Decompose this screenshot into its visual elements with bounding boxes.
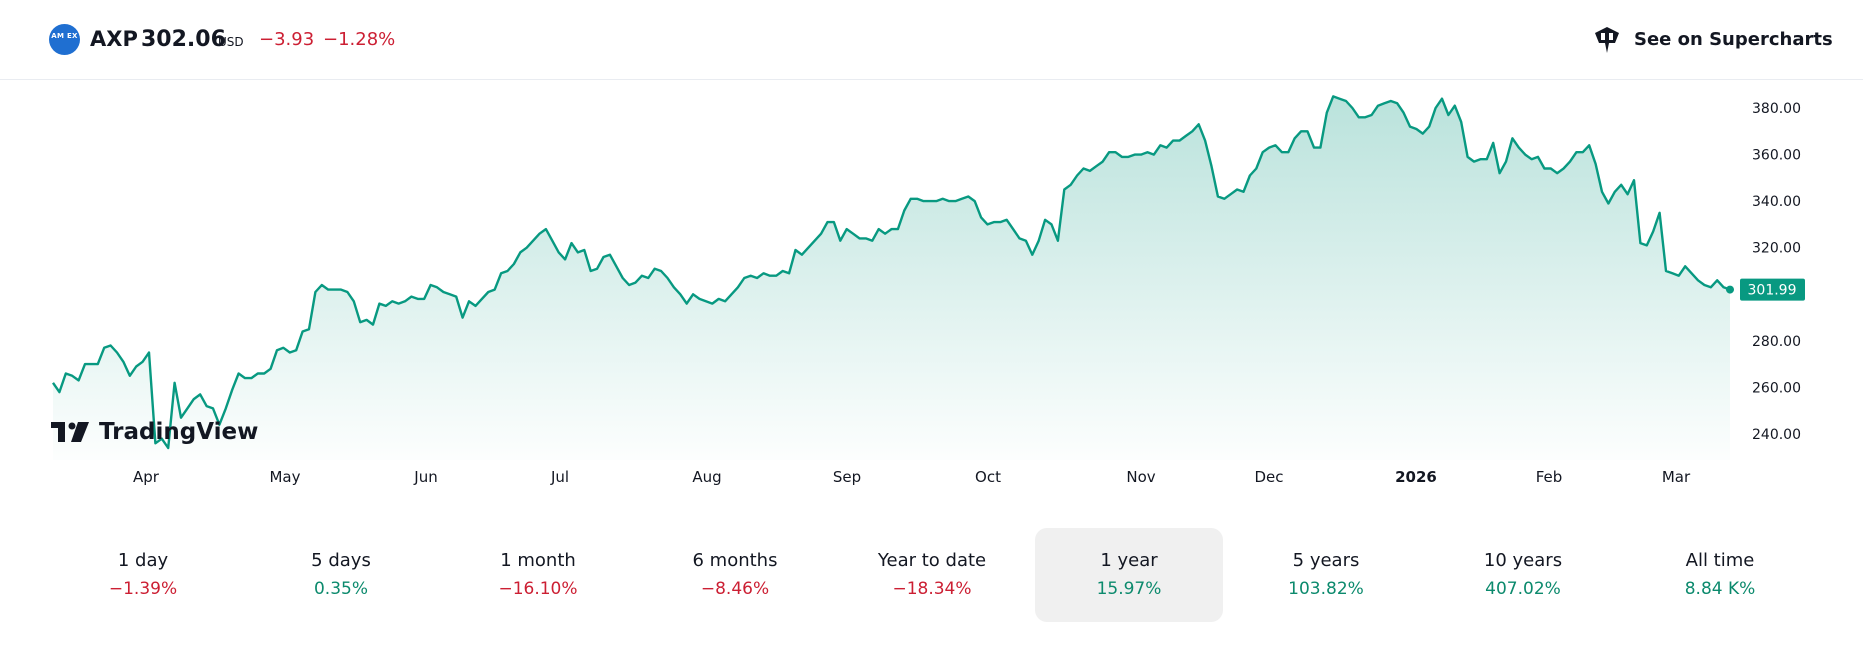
period-option[interactable]: 6 months −8.46%	[641, 528, 829, 622]
period-option[interactable]: 1 year 15.97%	[1035, 528, 1223, 622]
tradingview-wordmark: TradingView	[99, 419, 259, 445]
price-change-percent: −1.28%	[323, 29, 396, 50]
x-tick-label: Jul	[550, 468, 569, 486]
x-tick-label: Apr	[133, 468, 160, 486]
period-label: 6 months	[692, 550, 778, 571]
period-label: Year to date	[877, 550, 987, 571]
period-option[interactable]: 5 years 103.82%	[1232, 528, 1420, 622]
y-tick-label: 380.00	[1752, 101, 1801, 117]
period-change-value: −1.39%	[108, 579, 178, 599]
price-change: −3.93	[259, 29, 315, 50]
price-chart[interactable]: 380.00 360.00 340.00 320.00 280.00 260.00 240.…	[0, 80, 1863, 500]
last-price-badge-label: 301.99	[1748, 283, 1797, 299]
y-tick-label: 260.00	[1752, 380, 1801, 396]
period-label: 10 years	[1483, 550, 1563, 571]
period-label: 1 year	[1100, 550, 1158, 571]
period-option[interactable]: 5 days 0.35%	[247, 528, 435, 622]
quote-header: AM EX AXP 302.06 USD −3.93 −1.28% See on…	[0, 0, 1863, 80]
period-change-value: −8.46%	[700, 579, 770, 599]
period-option[interactable]: All time 8.84 K%	[1626, 528, 1814, 622]
x-tick-label: 2026	[1395, 468, 1437, 486]
period-change-value: 103.82%	[1288, 579, 1364, 599]
x-tick-label: Oct	[975, 468, 1001, 486]
period-selector: 1 day −1.39% 5 days 0.35% 1 month −16.10% 6 mo…	[0, 528, 1863, 622]
x-tick-label: Nov	[1126, 468, 1155, 486]
period-option[interactable]: 1 month −16.10%	[444, 528, 632, 622]
x-tick-label: May	[269, 468, 300, 486]
tradingview-crown-icon	[1595, 27, 1619, 53]
last-price-dot	[1726, 285, 1734, 294]
last-price: 302.06	[141, 27, 226, 52]
y-tick-label: 240.00	[1752, 427, 1801, 443]
period-change-value: 0.35%	[313, 579, 368, 599]
x-tick-label: Feb	[1536, 468, 1563, 486]
x-tick-label: Jun	[413, 468, 437, 486]
x-tick-label: Mar	[1662, 468, 1691, 486]
x-tick-label: Sep	[833, 468, 861, 486]
price-area-fill	[53, 96, 1730, 461]
supercharts-label: See on Supercharts	[1634, 29, 1833, 50]
period-label: 5 days	[311, 550, 371, 571]
x-tick-label: Dec	[1254, 468, 1283, 486]
period-option[interactable]: Year to date −18.34%	[838, 528, 1026, 622]
period-change-value: −16.10%	[498, 579, 578, 599]
period-label: 1 month	[500, 550, 576, 571]
currency-label: USD	[218, 35, 244, 49]
y-tick-label: 320.00	[1752, 241, 1801, 257]
price-line	[52, 95, 1731, 450]
see-on-supercharts-link[interactable]: See on Supercharts	[1592, 23, 1833, 57]
period-change-value: −18.34%	[892, 579, 972, 599]
period-change-value: 407.02%	[1485, 579, 1561, 599]
company-logo: AM EX	[49, 24, 80, 55]
period-change-value: 15.97%	[1096, 579, 1162, 599]
period-option[interactable]: 10 years 407.02%	[1429, 528, 1617, 622]
y-tick-label: 280.00	[1752, 334, 1801, 350]
period-label: 1 day	[117, 550, 169, 571]
period-label: All time	[1685, 550, 1755, 571]
period-option[interactable]: 1 day −1.39%	[49, 528, 237, 622]
last-price-badge	[1740, 278, 1805, 301]
period-change-value: 8.84 K%	[1684, 579, 1756, 599]
tradingview-logo-icon	[51, 422, 89, 442]
y-tick-label: 360.00	[1752, 148, 1801, 164]
x-tick-label: Aug	[692, 468, 721, 486]
ticker-symbol: AXP	[90, 27, 138, 51]
y-tick-label: 340.00	[1752, 194, 1801, 210]
period-label: 5 years	[1292, 550, 1360, 571]
